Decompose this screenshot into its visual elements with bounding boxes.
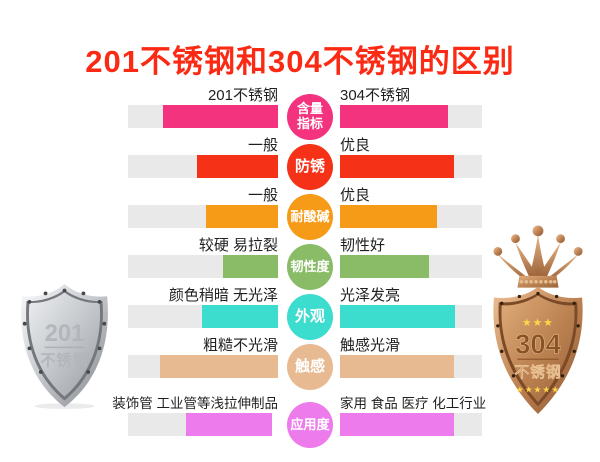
comparison-row: 一般 优良 耐酸碱 <box>0 187 600 249</box>
right-bar-track <box>340 105 482 128</box>
crown-beads <box>519 280 557 284</box>
right-bar-track <box>340 305 482 328</box>
crown-icon <box>493 225 583 288</box>
left-rating-bar <box>162 105 278 128</box>
right-value-label: 优良 <box>340 137 371 154</box>
category-label: 外观 <box>294 308 325 326</box>
shield-badge-201: 201 不锈钢 <box>21 283 108 409</box>
badge-label: 不锈钢 <box>514 363 561 381</box>
right-bar-track <box>340 355 482 378</box>
right-value-label: 韧性好 <box>340 237 386 254</box>
category-label: 防锈 <box>294 158 325 176</box>
left-value-label: 装饰管 工业管等浅拉伸制品 <box>112 396 278 411</box>
right-bar-track <box>340 413 482 436</box>
right-bar-track <box>340 155 482 178</box>
category-badge: 防锈 <box>287 144 333 190</box>
comparison-row: 粗糙不光滑 触感光滑 触感 <box>0 337 600 399</box>
rivets <box>22 288 107 374</box>
left-value-label: 较硬 易拉裂 <box>198 237 278 254</box>
stars-bottom: ★★★★★ <box>516 384 560 394</box>
right-bar-track <box>340 255 482 278</box>
category-badge: 触感 <box>287 344 333 390</box>
right-value-label: 优良 <box>340 187 371 204</box>
right-value-label: 触感光滑 <box>340 337 401 354</box>
right-rating-bar <box>340 105 448 128</box>
right-rating-bar <box>340 155 454 178</box>
badge-number: 201 <box>45 321 85 347</box>
right-value-label: 光泽发亮 <box>340 287 401 304</box>
left-bar-track <box>128 413 272 436</box>
right-bar-track <box>340 205 482 228</box>
shield-plate <box>501 295 575 403</box>
badge-number: 304 <box>515 328 561 359</box>
left-value-label: 201不锈钢 <box>207 87 278 104</box>
right-rating-bar <box>340 255 430 278</box>
rivets <box>496 291 580 378</box>
left-bar-track <box>128 255 278 278</box>
category-badge: 含量指标 <box>287 94 333 140</box>
category-label: 触感 <box>294 358 325 376</box>
badge-label: 不锈钢 <box>40 351 88 369</box>
right-rating-bar <box>340 413 454 436</box>
shield-plate <box>28 292 101 397</box>
left-bar-track <box>128 205 278 228</box>
comparison-row: 颜色稍暗 无光泽 光泽发亮 外观 <box>0 287 600 349</box>
right-rating-bar <box>340 355 454 378</box>
left-bar-track <box>128 105 278 128</box>
left-value-label: 一般 <box>247 187 278 204</box>
category-label: 韧性度 <box>290 258 330 274</box>
shield-badge-304: ★★★ 304 不锈钢 ★★★★★ <box>493 225 583 415</box>
right-value-label: 家用 食品 医疗 化工行业 <box>340 396 487 411</box>
right-value-label: 304不锈钢 <box>340 87 411 104</box>
left-bar-track <box>128 155 278 178</box>
left-rating-bar <box>201 305 278 328</box>
comparison-row: 较硬 易拉裂 韧性好 韧性度 <box>0 237 600 299</box>
left-rating-bar <box>159 355 278 378</box>
category-badge: 应用度 <box>287 402 333 448</box>
right-rating-bar <box>340 205 437 228</box>
category-label: 应用度 <box>290 416 330 432</box>
comparison-row: 一般 优良 防锈 <box>0 137 600 199</box>
category-badge: 耐酸碱 <box>287 194 333 240</box>
left-value-label: 颜色稍暗 无光泽 <box>168 287 278 304</box>
category-badge: 韧性度 <box>287 244 333 290</box>
right-rating-bar <box>340 305 456 328</box>
left-bar-track <box>128 305 278 328</box>
left-value-label: 一般 <box>247 137 278 154</box>
left-rating-bar <box>185 413 272 436</box>
stars-top: ★★★ <box>522 317 554 329</box>
page-title: 201不锈钢和304不锈钢的区别 <box>85 44 515 79</box>
category-label: 含量指标 <box>296 101 323 131</box>
left-rating-bar <box>222 255 278 278</box>
left-rating-bar <box>206 205 278 228</box>
category-badge: 外观 <box>287 294 333 340</box>
left-value-label: 粗糙不光滑 <box>202 337 278 354</box>
comparison-row: 201不锈钢 304不锈钢 含量指标 <box>0 87 600 149</box>
comparison-row: 装饰管 工业管等浅拉伸制品 家用 食品 医疗 化工行业 应用度 <box>0 395 600 457</box>
category-label: 耐酸碱 <box>290 208 330 224</box>
left-rating-bar <box>197 155 278 178</box>
left-bar-track <box>128 355 278 378</box>
